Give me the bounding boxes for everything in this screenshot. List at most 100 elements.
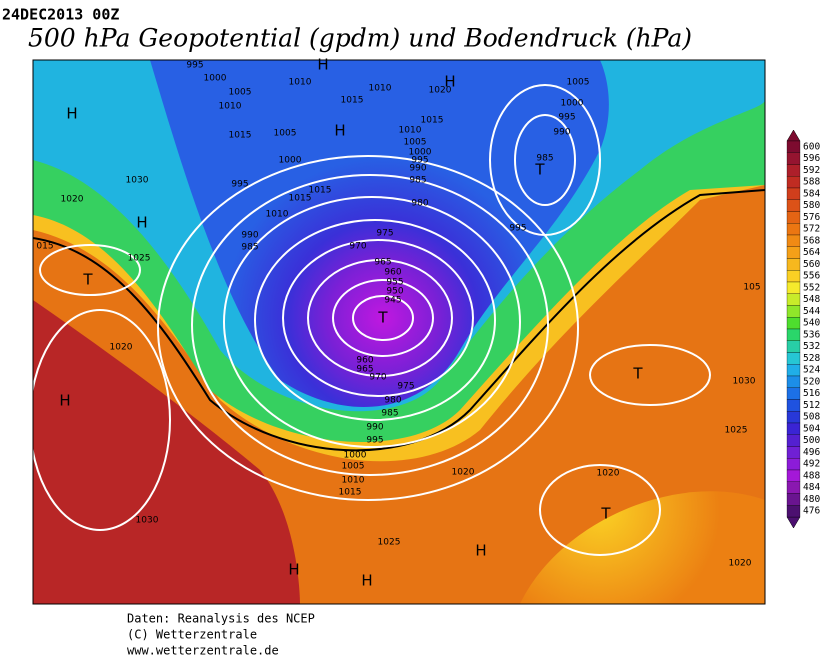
isobar-label: 985 <box>381 409 398 419</box>
scale-cell <box>786 340 801 353</box>
scale-cell <box>786 258 801 271</box>
pressure-system: H <box>475 542 486 560</box>
isobar-label: 1010 <box>219 102 242 112</box>
isobar-label: 985 <box>409 176 426 186</box>
isobar-label: 1015 <box>341 96 364 106</box>
scale-cell <box>786 411 801 424</box>
scale-label: 532 <box>803 341 820 352</box>
scale-cell <box>786 199 801 212</box>
isobar-label: 1020 <box>729 559 752 569</box>
scale-label: 552 <box>803 282 820 293</box>
scale-label: 600 <box>803 141 820 152</box>
scale-cell <box>786 481 801 494</box>
scale-label: 588 <box>803 177 820 188</box>
isobar-label: 995 <box>509 224 526 234</box>
isobar-label: 985 <box>536 154 553 164</box>
scale-cell <box>786 422 801 435</box>
isobar-label: 1020 <box>429 86 452 96</box>
pressure-system: T <box>632 365 643 383</box>
pressure-system: H <box>288 561 299 579</box>
isobars <box>33 84 711 556</box>
isobar-label: 1010 <box>266 210 289 220</box>
isobar-label: 1015 <box>339 488 362 498</box>
isobar-label: 960 <box>356 356 373 366</box>
scale-cell <box>786 505 801 518</box>
isobar-label: 950 <box>386 287 403 297</box>
isobar-label: 1000 <box>409 148 432 158</box>
scale-label: 576 <box>803 212 820 223</box>
isobar-label: 990 <box>553 128 570 138</box>
isobar-label: 985 <box>241 243 258 253</box>
isobar-label: 1020 <box>452 468 475 478</box>
isobar-label: 1030 <box>136 516 159 526</box>
scale-label: 592 <box>803 165 820 176</box>
color-scale: 6005965925885845805765725685645605565525… <box>786 129 820 529</box>
pressure-system: H <box>361 572 372 590</box>
scale-label: 500 <box>803 435 820 446</box>
scale-cell <box>786 387 801 400</box>
scale-label: 568 <box>803 235 820 246</box>
isobar-label: 1025 <box>128 254 151 264</box>
scale-arrow <box>786 516 801 529</box>
scale-cell <box>786 375 801 388</box>
scale-cell <box>786 164 801 177</box>
isobar-label: 1020 <box>110 343 133 353</box>
map-area <box>33 60 765 604</box>
isobar-label: 995 <box>231 180 248 190</box>
scale-cell <box>786 328 801 341</box>
scale-cell <box>786 352 801 365</box>
scale-label: 504 <box>803 423 820 434</box>
title: 500 hPa Geopotential (gpdm) und Bodendru… <box>28 24 692 53</box>
scale-cell <box>786 364 801 377</box>
footer-line: www.wetterzentrale.de <box>127 644 279 658</box>
isobar-label: 970 <box>349 242 366 252</box>
isobar-label: 990 <box>409 164 426 174</box>
isobar-label: 955 <box>386 278 403 288</box>
scale-label: 556 <box>803 271 820 282</box>
scale-cell <box>786 399 801 412</box>
scale-label: 524 <box>803 365 820 376</box>
scale-label: 484 <box>803 482 820 493</box>
isobar-label: 105 <box>743 283 760 293</box>
scale-label: 496 <box>803 447 820 458</box>
scale-cell <box>786 434 801 447</box>
isobar-label: 995 <box>366 436 383 446</box>
isobar-label: 990 <box>366 423 383 433</box>
isobar-label: 1000 <box>279 156 302 166</box>
isobar-label: 1015 <box>309 186 332 196</box>
scale-cell <box>786 493 801 506</box>
low-pressure <box>150 60 609 408</box>
isobar-label: 995 <box>411 156 428 166</box>
scale-cell <box>786 305 801 318</box>
isobar-label: 1000 <box>204 74 227 84</box>
isobar-label: 1005 <box>274 129 297 139</box>
map-frame <box>32 59 766 605</box>
scale-cell <box>786 293 801 306</box>
scale-label: 544 <box>803 306 820 317</box>
isobar-label: 1020 <box>597 469 620 479</box>
scale-label: 516 <box>803 388 820 399</box>
isobar-label: 965 <box>374 258 391 268</box>
scale-cell <box>786 281 801 294</box>
scale-cell <box>786 223 801 236</box>
isobar-label: 1010 <box>289 78 312 88</box>
scale-label: 560 <box>803 259 820 270</box>
scale-label: 520 <box>803 376 820 387</box>
isobar-label: 980 <box>411 199 428 209</box>
isobar-label: 1015 <box>289 194 312 204</box>
scale-label: 548 <box>803 294 820 305</box>
isobar-label: 1010 <box>369 84 392 94</box>
pressure-system: H <box>59 392 70 410</box>
isobar-label: 015 <box>36 242 53 252</box>
pressure-system: H <box>317 56 328 74</box>
scale-label: 536 <box>803 329 820 340</box>
scale-label: 508 <box>803 412 820 423</box>
pressure-system: T <box>377 309 388 327</box>
scale-label: 488 <box>803 470 820 481</box>
isobar-label: 1025 <box>725 426 748 436</box>
scale-cell <box>786 458 801 471</box>
scale-arrow <box>786 129 801 142</box>
pressure-system: H <box>334 122 345 140</box>
